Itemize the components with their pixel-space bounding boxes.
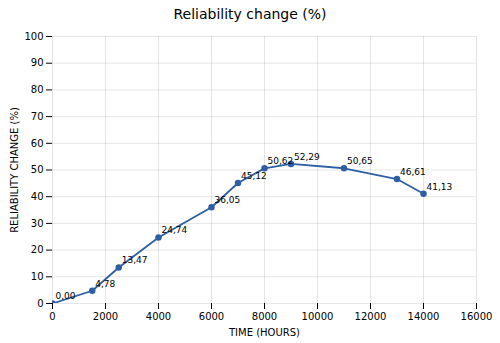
html-text:Reliability change (%): Reliability change (%) [173, 6, 327, 22]
svg-text:52,29: 52,29 [294, 152, 320, 162]
svg-text:13,47: 13,47 [122, 255, 148, 265]
svg-text:6000: 6000 [199, 311, 224, 322]
svg-text:20: 20 [31, 244, 44, 255]
svg-text:70: 70 [31, 111, 44, 122]
svg-text:41,13: 41,13 [427, 182, 453, 192]
svg-text:0,00: 0,00 [56, 291, 76, 301]
svg-text:0: 0 [49, 311, 55, 322]
svg-text:8000: 8000 [252, 311, 277, 322]
svg-text:45,12: 45,12 [241, 171, 267, 181]
svg-text:50,62: 50,62 [268, 156, 294, 166]
svg-text:60: 60 [31, 138, 44, 149]
svg-text:40: 40 [31, 191, 44, 202]
svg-text:10: 10 [31, 271, 44, 282]
svg-text:36,05: 36,05 [215, 195, 241, 205]
svg-text:24,74: 24,74 [162, 225, 188, 235]
svg-text:50: 50 [31, 164, 44, 175]
svg-text:0: 0 [37, 298, 43, 309]
svg-text:2000: 2000 [93, 311, 118, 322]
svg-text:100: 100 [24, 31, 43, 42]
svg-text:10000: 10000 [302, 311, 334, 322]
svg-text:16000: 16000 [461, 311, 493, 322]
svg-text:80: 80 [31, 84, 44, 95]
svg-text:30: 30 [31, 218, 44, 229]
svg-text:TIME (HOURS): TIME (HOURS) [228, 327, 300, 338]
svg-text:46,61: 46,61 [400, 167, 426, 177]
svg-text:RELIABILITY CHANGE (%): RELIABILITY CHANGE (%) [9, 107, 20, 233]
svg-text:4,78: 4,78 [95, 279, 115, 289]
svg-text:90: 90 [31, 57, 44, 68]
svg-text:4000: 4000 [146, 311, 171, 322]
svg-text:50,65: 50,65 [347, 156, 373, 166]
svg-text:12000: 12000 [355, 311, 387, 322]
svg-text:14000: 14000 [408, 311, 440, 322]
